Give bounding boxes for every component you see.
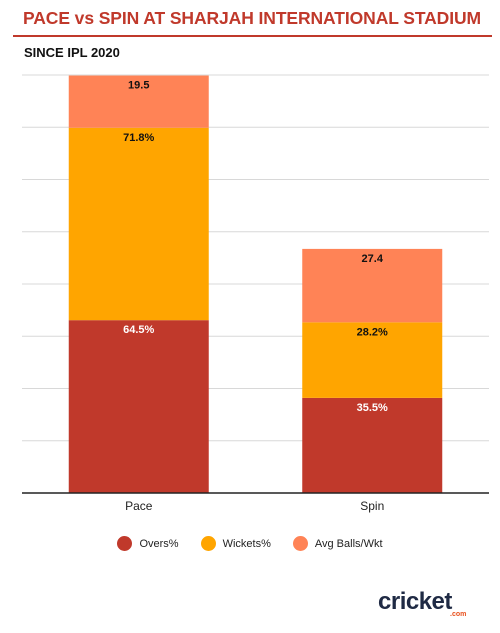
x-tick-label: Pace xyxy=(125,499,153,513)
legend-label-avg-balls: Avg Balls/Wkt xyxy=(314,537,383,550)
data-label: 35.5% xyxy=(357,402,388,414)
stacked-bar-chart: 64.5% 71.8% 19.5 Pace 35.5% 28.2% 27.4 Spin xyxy=(22,74,489,513)
bar-segment-pace-0 xyxy=(68,320,209,493)
bar-segment-spin-1 xyxy=(302,322,443,398)
cricket-com-logo: cricket .com xyxy=(378,588,478,620)
data-label: 19.5 xyxy=(128,80,149,92)
legend-item-overs: Overs% xyxy=(117,536,179,551)
bar-segment-spin-0 xyxy=(302,397,443,493)
data-label: 28.2% xyxy=(357,326,388,338)
logo-wordmark: cricket xyxy=(378,588,452,615)
data-label: 71.8% xyxy=(123,132,154,144)
legend-label-overs: Overs% xyxy=(139,537,179,550)
logo-suffix: .com xyxy=(450,611,467,618)
legend-item-avg-balls: Avg Balls/Wkt xyxy=(292,536,383,551)
chart-subtitle: SINCE IPL 2020 xyxy=(24,45,120,60)
x-tick-label: Spin xyxy=(360,499,384,513)
chart-title: PACE vs SPIN AT SHARJAH INTERNATIONAL ST… xyxy=(23,8,481,28)
legend-swatch-overs xyxy=(117,536,133,551)
bar-segment-spin-2 xyxy=(302,248,443,323)
legend-swatch-wickets xyxy=(200,536,216,551)
legend-item-wickets: Wickets% xyxy=(200,536,271,551)
data-label: 27.4 xyxy=(362,253,384,265)
legend-swatch-avg-balls xyxy=(292,536,308,551)
chart-legend: Overs% Wickets% Avg Balls/Wkt xyxy=(0,536,500,551)
bar-segment-pace-1 xyxy=(68,127,209,321)
legend-label-wickets: Wickets% xyxy=(222,537,271,550)
data-label: 64.5% xyxy=(123,324,154,336)
bar-segment-pace-2 xyxy=(68,75,209,128)
title-underline xyxy=(13,35,492,37)
